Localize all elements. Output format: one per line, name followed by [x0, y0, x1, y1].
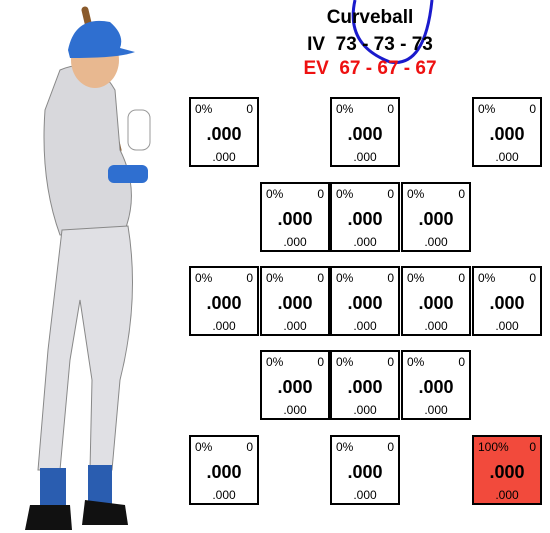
cell-avg: .000 — [489, 462, 524, 482]
cell-sub: .000 — [212, 488, 236, 502]
cell-avg: .000 — [347, 124, 382, 144]
cell-pct: 0% — [266, 187, 284, 201]
iv-line: IV 73 - 73 - 73 — [307, 34, 433, 55]
cell-sub: .000 — [424, 235, 448, 249]
cell-pct: 0% — [478, 271, 496, 285]
cell-count: 0 — [387, 355, 394, 369]
cell-count: 0 — [317, 355, 324, 369]
cell-count: 0 — [387, 102, 394, 116]
cell-count: 0 — [387, 187, 394, 201]
cell-avg: .000 — [418, 377, 453, 397]
cell-count: 0 — [317, 187, 324, 201]
cell-pct: 0% — [266, 355, 284, 369]
cell-sub: .000 — [283, 235, 307, 249]
cell-count: 0 — [317, 271, 324, 285]
cell-avg: .000 — [347, 462, 382, 482]
cell-avg: .000 — [277, 293, 312, 313]
cell-pct: 0% — [407, 187, 425, 201]
cell-sub: .000 — [424, 319, 448, 333]
cell-count: 0 — [458, 355, 465, 369]
cell-pct: 0% — [407, 355, 425, 369]
cell-sub: .000 — [495, 319, 519, 333]
cell-sub: .000 — [212, 150, 236, 164]
cell-count: 0 — [246, 271, 253, 285]
cell-pct: 0% — [266, 271, 284, 285]
cell-pct: 0% — [195, 271, 213, 285]
cell-count: 0 — [529, 440, 536, 454]
cell-avg: .000 — [418, 209, 453, 229]
cell-sub: .000 — [353, 150, 377, 164]
cell-pct: 0% — [195, 440, 213, 454]
cell-sub: .000 — [212, 319, 236, 333]
cell-pct: 0% — [336, 440, 354, 454]
cell-pct: 0% — [336, 355, 354, 369]
cell-count: 0 — [246, 440, 253, 454]
batter-figure — [25, 10, 150, 530]
cell-avg: .000 — [277, 209, 312, 229]
cell-sub: .000 — [424, 403, 448, 417]
cell-sub: .000 — [353, 403, 377, 417]
cell-pct: 0% — [336, 271, 354, 285]
cell-avg: .000 — [206, 124, 241, 144]
cell-avg: .000 — [277, 377, 312, 397]
cell-count: 0 — [458, 271, 465, 285]
pitch-title: Curveball — [327, 7, 414, 28]
cell-avg: .000 — [489, 124, 524, 144]
cell-sub: .000 — [353, 319, 377, 333]
cell-count: 0 — [458, 187, 465, 201]
cell-count: 0 — [529, 102, 536, 116]
cell-avg: .000 — [206, 293, 241, 313]
zone-view: Curveball IV 73 - 73 - 73 EV 67 - 67 - 6… — [0, 0, 550, 533]
page: Curveball IV 73 - 73 - 73 EV 67 - 67 - 6… — [0, 0, 550, 533]
cell-sub: .000 — [495, 488, 519, 502]
cell-sub: .000 — [283, 403, 307, 417]
cell-count: 0 — [387, 440, 394, 454]
cell-sub: .000 — [283, 319, 307, 333]
cell-pct: 0% — [336, 187, 354, 201]
cell-count: 0 — [246, 102, 253, 116]
cell-pct: 100% — [478, 440, 509, 454]
cell-count: 0 — [387, 271, 394, 285]
cell-pct: 0% — [407, 271, 425, 285]
cell-sub: .000 — [495, 150, 519, 164]
cell-pct: 0% — [478, 102, 496, 116]
cell-avg: .000 — [347, 377, 382, 397]
cell-avg: .000 — [347, 209, 382, 229]
cell-avg: .000 — [418, 293, 453, 313]
ev-line: EV 67 - 67 - 67 — [303, 58, 436, 79]
cell-pct: 0% — [336, 102, 354, 116]
cell-pct: 0% — [195, 102, 213, 116]
cell-avg: .000 — [489, 293, 524, 313]
cell-sub: .000 — [353, 235, 377, 249]
cell-avg: .000 — [206, 462, 241, 482]
cell-count: 0 — [529, 271, 536, 285]
cell-sub: .000 — [353, 488, 377, 502]
cell-avg: .000 — [347, 293, 382, 313]
